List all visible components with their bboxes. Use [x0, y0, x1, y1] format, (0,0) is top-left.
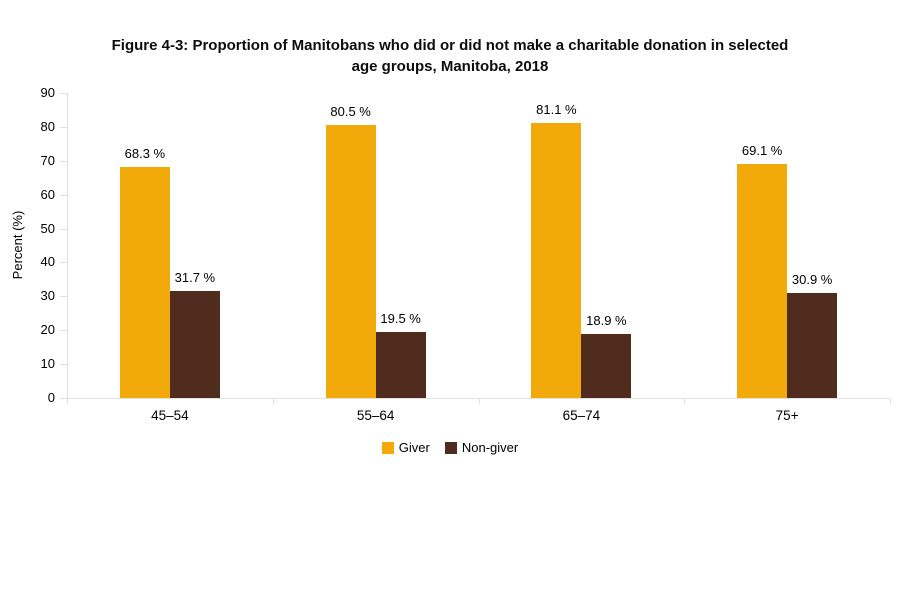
bar-non-giver-4	[787, 293, 838, 398]
y-tick-mark	[60, 228, 67, 230]
y-tick-label: 90	[40, 85, 55, 100]
y-tick-mark	[60, 296, 67, 298]
bar-value-label: 30.9 %	[791, 272, 833, 288]
bar-giver-4	[737, 163, 788, 398]
bar-non-giver-1	[169, 290, 220, 398]
y-tick-mark	[60, 126, 67, 128]
y-tick-mark	[60, 194, 67, 196]
y-axis-line	[67, 93, 68, 398]
y-tick-label: 40	[40, 254, 55, 270]
x-tick-mark	[272, 399, 274, 404]
y-tick-mark	[60, 93, 67, 94]
chart-title-line1: Figure 4-3: Proportion of Manitobans who…	[111, 37, 789, 54]
y-tick-label: 10	[40, 356, 55, 372]
bar-value-label: 81.1 %	[536, 102, 577, 118]
legend-swatch-icon	[444, 441, 457, 454]
chart-title-line2: age groups, Manitoba, 2018	[351, 58, 549, 75]
y-tick-label: 20	[40, 322, 55, 338]
y-tick-label: 80	[40, 118, 55, 134]
y-tick-label: 0	[47, 390, 55, 405]
y-tick-mark	[60, 330, 67, 332]
legend-item-giver: Giver	[381, 440, 430, 455]
x-tick-mark	[67, 399, 68, 404]
y-tick-label: 60	[40, 186, 55, 202]
y-tick-mark	[60, 262, 67, 264]
bar-giver-2	[325, 125, 376, 398]
legend-label: Giver	[398, 440, 430, 455]
legend-swatch-icon	[381, 441, 394, 454]
y-tick-label: 30	[40, 288, 55, 304]
x-category-label: 55–64	[356, 408, 395, 423]
legend-label: Non-giver	[461, 440, 519, 455]
y-tick-label: 50	[40, 220, 55, 236]
x-category-label: 65–74	[562, 408, 601, 423]
x-axis-line	[67, 398, 890, 399]
x-category-label: 45–54	[151, 408, 189, 423]
bar-value-label: 69.1 %	[741, 142, 783, 158]
bar-giver-1	[119, 166, 170, 398]
y-tick-mark	[60, 160, 67, 162]
bar-value-label: 68.3 %	[124, 145, 166, 161]
legend: Giver Non-giver	[0, 440, 900, 455]
bar-value-label: 31.7 %	[174, 269, 216, 285]
chart-title: Figure 4-3: Proportion of Manitobans who…	[0, 35, 900, 77]
y-tick-label: 70	[40, 152, 55, 168]
bar-non-giver-3	[581, 333, 632, 398]
bar-non-giver-2	[375, 331, 426, 398]
x-tick-mark	[890, 399, 891, 404]
legend-item-non-giver: Non-giver	[444, 440, 519, 455]
bar-giver-3	[531, 123, 582, 398]
bar-value-label: 19.5 %	[380, 310, 421, 326]
bar-value-label: 80.5 %	[330, 104, 371, 120]
y-tick-mark	[60, 398, 67, 399]
x-tick-mark	[684, 399, 686, 404]
x-category-label: 75+	[775, 408, 799, 423]
x-tick-mark	[478, 399, 480, 404]
bar-value-label: 18.9 %	[586, 312, 627, 328]
y-tick-mark	[60, 364, 67, 366]
